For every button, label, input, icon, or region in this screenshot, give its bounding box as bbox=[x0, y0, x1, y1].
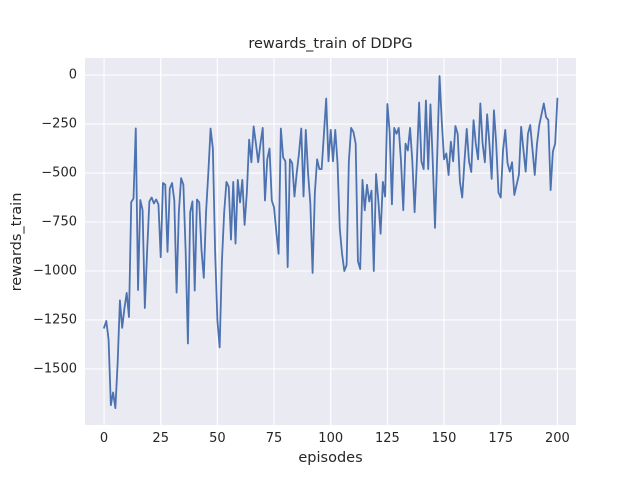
line-chart bbox=[85, 58, 576, 425]
y-tick-label: −750 bbox=[41, 214, 77, 230]
y-axis-label: rewards_train bbox=[9, 192, 25, 292]
x-tick-label: 125 bbox=[374, 431, 400, 446]
chart-title: rewards_train of DDPG bbox=[248, 36, 413, 52]
plot-area bbox=[85, 58, 576, 425]
x-tick-label: 200 bbox=[544, 431, 570, 446]
y-tick-label: −1250 bbox=[33, 312, 77, 328]
x-tick-label: 150 bbox=[431, 431, 457, 446]
x-tick-label: 0 bbox=[99, 431, 109, 446]
y-tick-label: 0 bbox=[68, 67, 77, 83]
x-tick-label: 50 bbox=[209, 431, 226, 446]
y-tick-label: −1000 bbox=[33, 263, 77, 279]
gridlines bbox=[85, 58, 576, 425]
y-tick-label: −1500 bbox=[33, 361, 77, 377]
x-tick-label: 75 bbox=[265, 431, 283, 446]
x-axis-label: episodes bbox=[298, 450, 363, 466]
x-tick-label: 175 bbox=[488, 431, 514, 446]
x-tick-label: 100 bbox=[318, 431, 344, 446]
x-tick-label: 25 bbox=[152, 431, 169, 446]
y-tick-label: −500 bbox=[41, 165, 77, 181]
rewards-line bbox=[103, 75, 559, 410]
y-tick-label: −250 bbox=[41, 116, 77, 132]
